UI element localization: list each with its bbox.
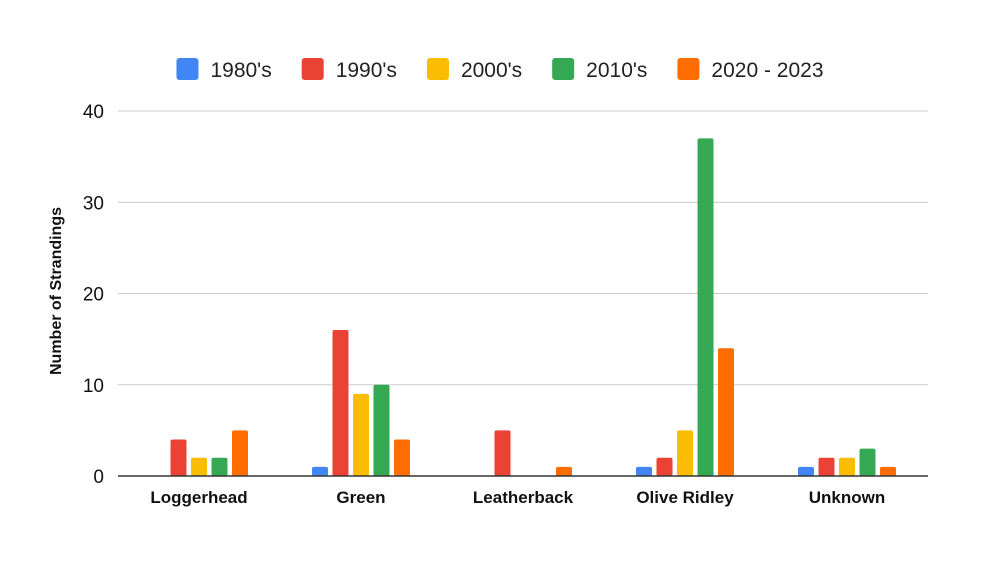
legend-label: 1990's [336, 59, 397, 82]
y-tick-label: 10 [83, 376, 104, 397]
y-tick-label: 0 [93, 467, 104, 488]
bar [859, 448, 876, 476]
legend-label: 2000's [461, 59, 522, 82]
x-axis-categories: Loggerhead Green Leatherback Olive Ridley Un… [150, 488, 885, 507]
bar [697, 138, 714, 476]
bar [373, 384, 390, 476]
bar [232, 430, 248, 476]
bar [839, 457, 855, 476]
legend-item: 2020 - 2023 [677, 58, 824, 82]
bar [798, 466, 814, 476]
bar [170, 439, 187, 476]
legend-item: 1990's [301, 58, 397, 82]
legend-label: 2020 - 2023 [711, 59, 823, 82]
bar [394, 439, 410, 476]
legend-label: 1980's [210, 59, 271, 82]
x-tick-label: Unknown [809, 488, 886, 507]
chart-legend: 1980's 1990's 2000's 2010's 2020 - 2023 [176, 58, 824, 82]
legend-swatch [677, 58, 700, 80]
legend-swatch [176, 58, 199, 80]
y-tick-label: 40 [83, 102, 104, 123]
bar [636, 466, 652, 476]
y-tick-label: 20 [83, 285, 104, 306]
bars [170, 138, 896, 476]
legend-item: 2000's [426, 58, 522, 82]
legend-swatch [426, 58, 449, 80]
y-axis-ticks: 0 10 20 30 40 [83, 102, 104, 488]
bar [312, 466, 328, 476]
x-tick-label: Leatherback [473, 488, 574, 507]
y-axis-label: Number of Strandings [48, 207, 65, 375]
bar [556, 466, 572, 476]
bar [494, 430, 511, 476]
bar [656, 457, 673, 476]
legend-label: 2010's [586, 59, 647, 82]
legend-swatch [301, 58, 324, 80]
bar [880, 466, 896, 476]
legend-item: 2010's [552, 58, 647, 82]
x-tick-label: Green [336, 488, 385, 507]
bar [211, 457, 228, 476]
bar [818, 457, 835, 476]
bar [677, 430, 693, 476]
x-tick-label: Olive Ridley [636, 488, 734, 507]
bar [332, 330, 349, 476]
bar [353, 393, 369, 476]
bar [718, 348, 734, 476]
gridlines [118, 110, 928, 386]
y-tick-label: 30 [83, 193, 104, 214]
legend-item: 1980's [176, 58, 272, 82]
bar [191, 457, 207, 476]
x-tick-label: Loggerhead [150, 488, 247, 507]
legend-swatch [552, 58, 575, 80]
